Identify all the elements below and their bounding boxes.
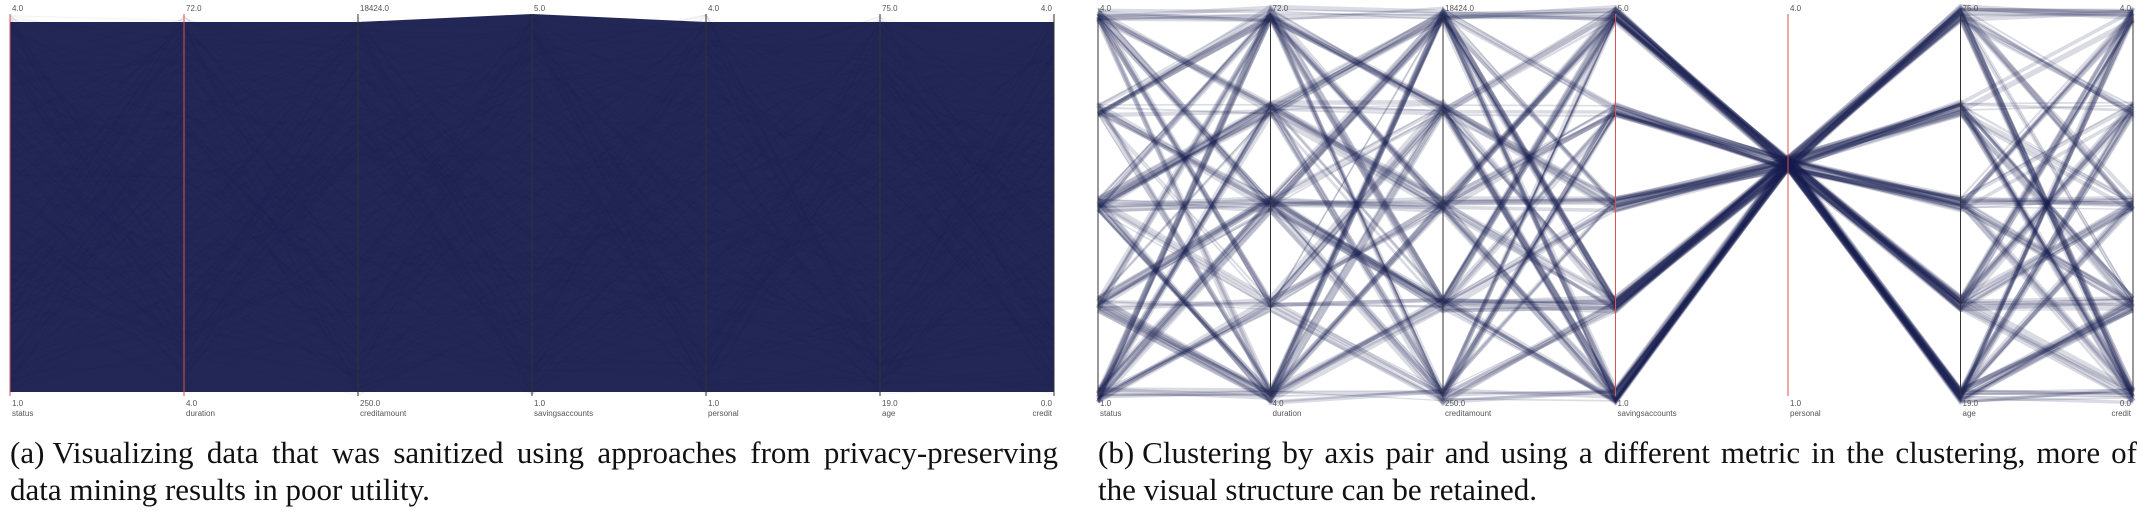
axis-name-label: creditamount bbox=[1445, 409, 1492, 418]
caption-b-text: Clustering by axis pair and using a diff… bbox=[1098, 435, 2137, 507]
axis-max-label: 4.0 bbox=[1100, 4, 1112, 13]
axis-max-label: 72.0 bbox=[186, 4, 202, 13]
axis-name-label: savingsaccounts bbox=[534, 409, 593, 418]
axis-min-label: 4.0 bbox=[1273, 399, 1285, 408]
axis-name-label: status bbox=[12, 409, 33, 418]
axis-max-label: 5.0 bbox=[1618, 4, 1630, 13]
axis-name-label: duration bbox=[1273, 409, 1302, 418]
axis-min-label: 0.0 bbox=[1041, 399, 1053, 408]
axis-max-label: 5.0 bbox=[534, 4, 546, 13]
axis-name-label: savingsaccounts bbox=[1618, 409, 1677, 418]
axis-name-label: age bbox=[882, 409, 896, 418]
axis-name-label: status bbox=[1100, 409, 1121, 418]
cluster-line bbox=[1097, 9, 2134, 402]
axis-min-label: 250.0 bbox=[360, 399, 381, 408]
axis-max-label: 75.0 bbox=[1963, 4, 1979, 13]
axis-name-label: duration bbox=[186, 409, 215, 418]
axis-min-label: 1.0 bbox=[708, 399, 720, 408]
parallel-coordinates-plot-b: 4.01.0status72.04.0duration18424.0250.0c… bbox=[1095, 3, 2136, 418]
axis-max-label: 4.0 bbox=[1790, 4, 1802, 13]
axis-max-label: 18424.0 bbox=[360, 4, 389, 13]
caption-a-text: Visualizing data that was sanitized usin… bbox=[10, 435, 1058, 507]
axis-min-label: 1.0 bbox=[1790, 399, 1802, 408]
axis-name-label: creditamount bbox=[360, 409, 407, 418]
caption-a: (a) Visualizing data that was sanitized u… bbox=[10, 434, 1058, 508]
axis-min-label: 19.0 bbox=[882, 399, 898, 408]
axis-min-label: 250.0 bbox=[1445, 399, 1466, 408]
axis-min-label: 1.0 bbox=[12, 399, 24, 408]
axis-max-label: 18424.0 bbox=[1445, 4, 1474, 13]
axis-max-label: 72.0 bbox=[1273, 4, 1289, 13]
axis-name-label: personal bbox=[708, 409, 739, 418]
axis-max-label: 4.0 bbox=[2120, 4, 2132, 13]
caption-b-tag: (b) bbox=[1098, 435, 1135, 470]
caption-a-tag: (a) bbox=[10, 435, 45, 470]
axis-min-label: 4.0 bbox=[186, 399, 198, 408]
axis-max-label: 75.0 bbox=[882, 4, 898, 13]
axis-min-label: 1.0 bbox=[1100, 399, 1112, 408]
axis-max-label: 4.0 bbox=[12, 4, 24, 13]
axis-max-label: 4.0 bbox=[708, 4, 720, 13]
axis-name-label: personal bbox=[1790, 409, 1821, 418]
parallel-coordinates-plot-a: 4.01.0status72.04.0duration18424.0250.0c… bbox=[9, 4, 1055, 418]
axis-min-label: 19.0 bbox=[1963, 399, 1979, 408]
axis-min-label: 1.0 bbox=[1618, 399, 1630, 408]
axis-min-label: 1.0 bbox=[534, 399, 546, 408]
caption-b: (b) Clustering by axis pair and using a d… bbox=[1098, 434, 2137, 508]
axis-min-label: 0.0 bbox=[2120, 399, 2132, 408]
axis-max-label: 4.0 bbox=[1041, 4, 1053, 13]
axis-name-label: age bbox=[1963, 409, 1977, 418]
axis-name-label: credit bbox=[2111, 409, 2131, 418]
axis-name-label: credit bbox=[1032, 409, 1052, 418]
